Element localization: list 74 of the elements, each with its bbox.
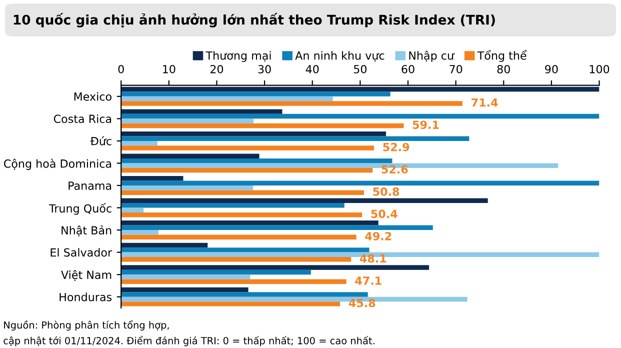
x-tick-label: 70 (450, 64, 462, 74)
x-tick-label: 100 (590, 64, 610, 74)
y-tick-label: Trung Quốc (48, 203, 112, 215)
x-tick-label: 10 (163, 64, 176, 74)
data-label: 59.1 (412, 120, 439, 129)
bar (121, 109, 282, 114)
bar (121, 220, 378, 226)
bar (121, 208, 144, 212)
bar (121, 123, 404, 128)
bar (121, 101, 463, 106)
y-tick-label: Việt Nam (61, 270, 112, 281)
data-label: 52.9 (383, 142, 410, 152)
x-tick-label: 30 (258, 64, 271, 74)
y-tick-label: Panama (68, 182, 112, 190)
x-tick-label: 60 (402, 64, 414, 74)
bar (121, 180, 600, 186)
text: Nguồn: Phòng phân tích tổng hợp, (4, 320, 169, 331)
bar (121, 248, 370, 252)
bar (121, 158, 392, 164)
y-tick-label: Mexico (74, 92, 112, 101)
bar (121, 176, 184, 181)
legend-label: Tổng thể (477, 50, 527, 62)
bar (121, 230, 158, 235)
y-tick-label: El Salvador (50, 248, 112, 257)
bar (121, 146, 374, 150)
bar (121, 190, 364, 195)
bar (121, 265, 430, 270)
bar (121, 154, 260, 158)
x-tick-label: 0 (118, 64, 124, 74)
x-tick-label: 50 (354, 64, 367, 74)
x-tick-label: 90 (545, 64, 558, 74)
data-label: 52.6 (382, 165, 408, 174)
bar (121, 287, 248, 292)
bar (121, 257, 352, 262)
data-label: 47.1 (355, 276, 382, 285)
x-tick-label: 20 (210, 64, 224, 74)
bar (121, 279, 346, 284)
y-tick-label: Đức (90, 136, 112, 146)
legend-label: Nhập cư (409, 50, 455, 62)
bar (121, 198, 488, 204)
data-label: 71.4 (472, 98, 498, 107)
legend-label: Thương mại (206, 51, 271, 62)
bar (121, 292, 368, 297)
x-tick-label: 80 (497, 64, 510, 74)
bar (121, 212, 362, 218)
text: cập nhật tới 01/11/2024. Điểm đánh giá TRI: 0 = thấp nhất; 100 = cao nhất. (4, 336, 374, 346)
bar (121, 234, 356, 240)
bar (121, 118, 254, 124)
data-label: 45.8 (348, 298, 376, 308)
bar (121, 302, 340, 306)
chart-title: 10 quốc gia chịu ảnh hưởng lớn nhất theo Trump Risk Index (TRI) (14, 12, 495, 28)
bar (121, 274, 250, 280)
bar (121, 96, 333, 102)
data-label: 49.2 (365, 232, 392, 240)
bar (121, 270, 311, 275)
y-tick-label: Costa Rica (54, 114, 112, 124)
bar (121, 203, 344, 208)
data-label: 50.8 (373, 187, 400, 196)
bar (121, 131, 386, 136)
bar (121, 225, 433, 230)
bar (121, 185, 254, 190)
bar (121, 140, 158, 146)
bar (121, 168, 373, 173)
y-tick-label: Honduras (60, 292, 112, 302)
bar (121, 242, 208, 248)
legend-label: An ninh khu vực (295, 51, 384, 62)
bar (121, 136, 470, 141)
bar (121, 92, 390, 96)
y-tick-label: Cộng hoà Dominica (4, 158, 112, 170)
data-label: 48.1 (360, 254, 386, 263)
data-label: 50.4 (371, 210, 398, 218)
bar (121, 114, 600, 119)
y-tick-label: Nhật Bản (62, 225, 112, 236)
x-tick-label: 40 (306, 64, 319, 74)
